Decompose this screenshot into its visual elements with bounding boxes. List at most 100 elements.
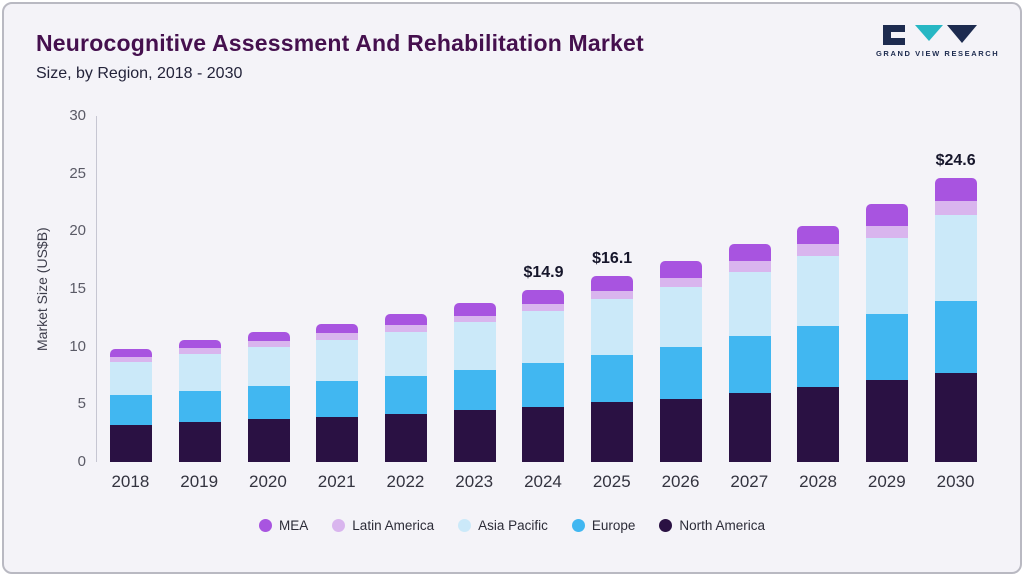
bar-column xyxy=(97,116,166,462)
stacked-bar xyxy=(865,203,908,462)
bar-segment xyxy=(110,395,153,426)
bar-segment xyxy=(522,362,565,407)
y-axis-label: Market Size (US$B) xyxy=(34,227,50,351)
chart-subtitle: Size, by Region, 2018 - 2030 xyxy=(36,65,243,82)
bar-segment xyxy=(247,346,290,386)
x-tick-label: 2027 xyxy=(730,472,769,491)
bar-segment xyxy=(179,353,222,391)
bar-segment xyxy=(110,357,153,362)
chart-area: Market Size (US$B) 0 5 10 15 20 25 30 $14.9 $16… xyxy=(32,107,990,492)
legend-label: North America xyxy=(679,518,765,533)
x-tick-label: 2026 xyxy=(661,472,700,491)
chart-header: Neurocognitive Assessment And Rehabilita… xyxy=(36,30,988,83)
stacked-bar xyxy=(522,290,565,462)
bar-value-label: $16.1 xyxy=(592,250,633,268)
bar-segment xyxy=(591,291,634,300)
bar-segment xyxy=(179,347,222,354)
bar-column xyxy=(166,116,235,462)
logo-mark-icon xyxy=(883,25,977,45)
y-tick-label: 15 xyxy=(69,280,86,297)
bar-segment xyxy=(659,277,702,287)
legend-item: Latin America xyxy=(332,518,434,533)
bar-value-label: $24.6 xyxy=(935,152,976,170)
bar-segment xyxy=(247,340,290,347)
bar-column xyxy=(234,116,303,462)
bar-segment xyxy=(797,325,840,387)
stacked-bar xyxy=(179,339,222,462)
bar-segment xyxy=(179,339,222,348)
bar-segment xyxy=(385,331,428,376)
stacked-bar xyxy=(797,225,840,462)
bar-segment xyxy=(865,203,908,226)
y-tick-label: 25 xyxy=(69,164,86,182)
bar-segment xyxy=(453,322,496,370)
bar-segment xyxy=(797,244,840,256)
legend: MEA Latin America Asia Pacific Europe North … xyxy=(4,518,1020,533)
bar-column xyxy=(440,116,509,462)
bar-segment xyxy=(797,255,840,326)
x-tick-label: 2030 xyxy=(936,472,975,491)
bar-column: $14.9 xyxy=(509,116,578,462)
bar-segment xyxy=(659,261,702,278)
x-tick-label: 2021 xyxy=(317,472,356,491)
bar-segment xyxy=(453,315,496,323)
bar-segment xyxy=(247,331,290,341)
stacked-bar xyxy=(316,323,359,462)
bar-segment xyxy=(522,304,565,311)
y-tick-label: 10 xyxy=(69,337,86,355)
y-tick-label: 30 xyxy=(69,107,86,124)
x-tick-label: 2023 xyxy=(455,472,494,491)
bar-segment xyxy=(728,244,771,262)
legend-label: MEA xyxy=(279,518,309,533)
bar-segment xyxy=(110,425,153,462)
stacked-bar xyxy=(728,244,771,462)
bar-segment xyxy=(934,201,977,216)
bar-segment xyxy=(385,314,428,325)
bar-segment xyxy=(453,369,496,411)
bar-segment xyxy=(591,276,634,292)
legend-item: Asia Pacific xyxy=(458,518,548,533)
legend-label: Latin America xyxy=(352,518,435,533)
bar-segment xyxy=(316,332,359,340)
x-tick-label: 2028 xyxy=(799,472,837,491)
bar-segment xyxy=(316,323,359,333)
bar-segment xyxy=(934,178,977,202)
x-tick-label: 2025 xyxy=(592,472,631,491)
plot-area: $14.9 $16.1 $24.6 xyxy=(96,116,990,462)
bar-column xyxy=(647,116,716,462)
x-tick-label: 2019 xyxy=(180,472,219,491)
legend-dot-icon xyxy=(259,519,273,532)
x-tick-label: 2024 xyxy=(524,472,562,491)
bar-column xyxy=(784,116,853,462)
legend-item: MEA xyxy=(259,518,308,533)
bar-segment xyxy=(522,290,565,305)
bar-segment xyxy=(865,238,908,315)
bar-segment xyxy=(385,375,428,414)
bar-segment xyxy=(591,299,634,355)
legend-dot-icon xyxy=(458,519,472,532)
y-axis-ticks: 0 5 10 15 20 25 30 xyxy=(52,107,96,470)
x-tick-label: 2018 xyxy=(111,472,150,491)
legend-item: Europe xyxy=(571,518,636,533)
y-tick-label: 5 xyxy=(77,395,86,413)
bar-segment xyxy=(247,419,290,462)
bar-column xyxy=(715,116,784,462)
bar-segment xyxy=(659,286,702,347)
bar-segment xyxy=(659,398,702,462)
x-tick-label: 2020 xyxy=(249,472,287,491)
bar-column: $16.1 xyxy=(578,116,647,462)
legend-label: Asia Pacific xyxy=(478,518,548,533)
legend-label: Europe xyxy=(591,518,636,533)
bar-segment xyxy=(385,324,428,332)
legend-dot-icon xyxy=(332,519,346,532)
y-tick-label: 20 xyxy=(69,222,86,240)
bar-segment xyxy=(316,381,359,417)
bar-segment xyxy=(247,385,290,420)
grand-view-research-logo: GRAND VIEW RESEARCH xyxy=(876,24,998,58)
bar-segment xyxy=(728,261,771,272)
bar-segment xyxy=(797,225,840,245)
bar-segment xyxy=(522,310,565,363)
x-axis-labels: 2018 2019 2020 2021 2022 2023 2024 2025 2026 2027… xyxy=(96,472,990,492)
stacked-bar xyxy=(385,314,428,462)
